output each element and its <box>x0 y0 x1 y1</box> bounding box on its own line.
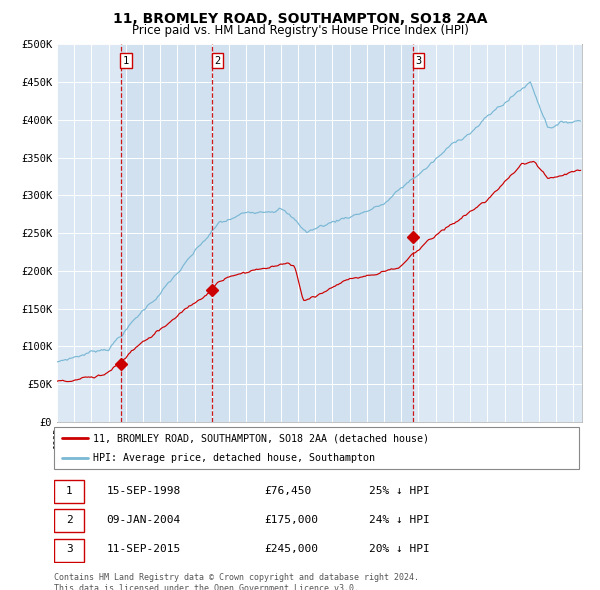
Text: 3: 3 <box>66 545 73 554</box>
Bar <box>121 44 212 422</box>
Bar <box>54 510 85 532</box>
Text: 25% ↓ HPI: 25% ↓ HPI <box>369 486 430 496</box>
Text: 3: 3 <box>416 56 422 66</box>
Text: 11, BROMLEY ROAD, SOUTHAMPTON, SO18 2AA (detached house): 11, BROMLEY ROAD, SOUTHAMPTON, SO18 2AA … <box>94 434 430 444</box>
Text: 09-JAN-2004: 09-JAN-2004 <box>107 515 181 525</box>
FancyBboxPatch shape <box>54 427 579 469</box>
Text: 11, BROMLEY ROAD, SOUTHAMPTON, SO18 2AA: 11, BROMLEY ROAD, SOUTHAMPTON, SO18 2AA <box>113 12 487 26</box>
Text: £245,000: £245,000 <box>264 545 318 554</box>
Bar <box>54 480 85 503</box>
Text: HPI: Average price, detached house, Southampton: HPI: Average price, detached house, Sout… <box>94 454 376 463</box>
Text: 24% ↓ HPI: 24% ↓ HPI <box>369 515 430 525</box>
Bar <box>54 539 85 562</box>
Text: £76,450: £76,450 <box>264 486 311 496</box>
Text: 1: 1 <box>66 486 73 496</box>
Text: Contains HM Land Registry data © Crown copyright and database right 2024.
This d: Contains HM Land Registry data © Crown c… <box>54 573 419 590</box>
Text: Price paid vs. HM Land Registry's House Price Index (HPI): Price paid vs. HM Land Registry's House … <box>131 24 469 37</box>
Text: 15-SEP-1998: 15-SEP-1998 <box>107 486 181 496</box>
Bar <box>212 44 413 422</box>
Text: 1: 1 <box>123 56 129 66</box>
Text: 20% ↓ HPI: 20% ↓ HPI <box>369 545 430 554</box>
Text: 11-SEP-2015: 11-SEP-2015 <box>107 545 181 554</box>
Text: 2: 2 <box>214 56 221 66</box>
Text: 2: 2 <box>66 515 73 525</box>
Text: £175,000: £175,000 <box>264 515 318 525</box>
